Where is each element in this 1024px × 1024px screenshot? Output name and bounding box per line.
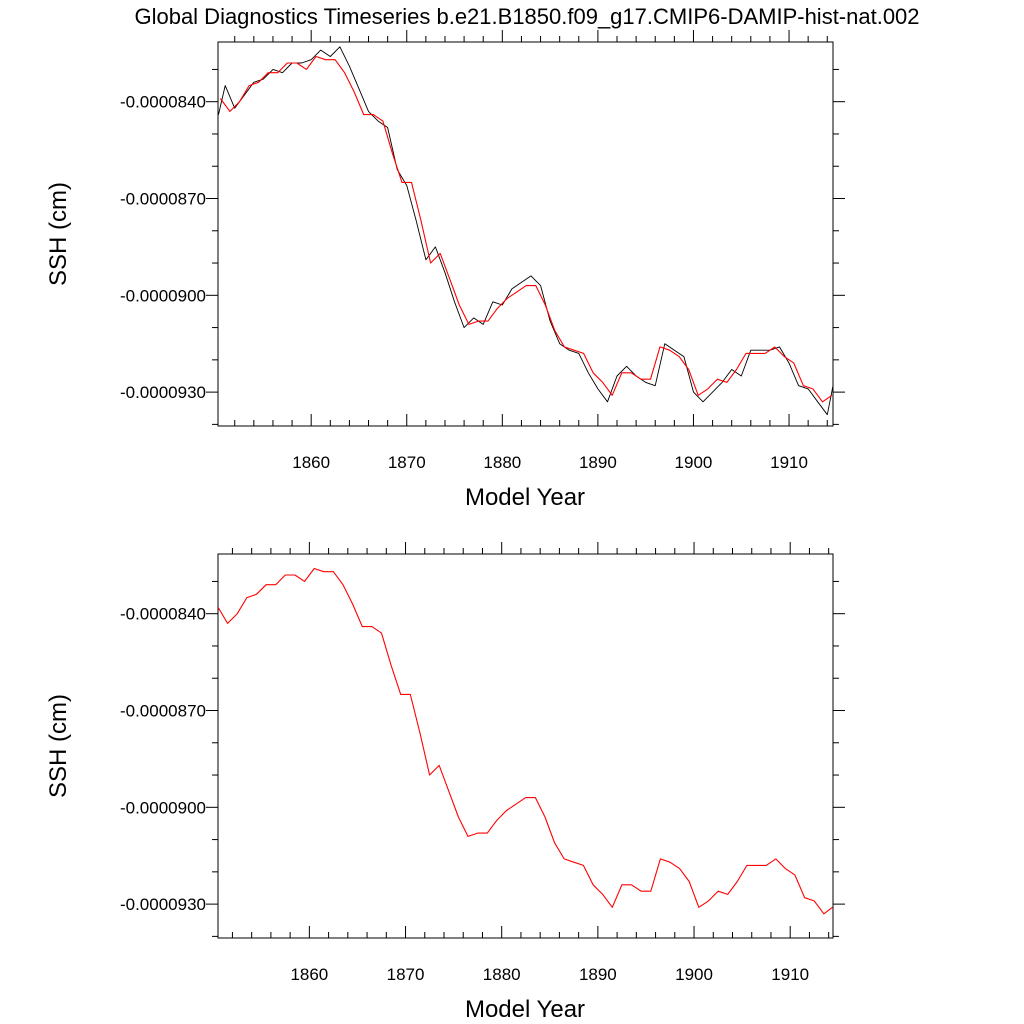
chart-title: Global Diagnostics Timeseries b.e21.B185…: [134, 4, 919, 29]
bottom-y-axis-label: SSH (cm): [45, 694, 72, 798]
bottom-panel: 1860 1870 1880 1890 1900 1910 -0.0000840 -0.000…: [45, 542, 845, 1023]
top-y-tick-label: -0.0000900: [120, 286, 206, 305]
bottom-y-tick-label: -0.0000900: [120, 798, 206, 817]
bottom-x-tick-label: 1880: [483, 965, 521, 984]
top-y-tick-label: -0.0000930: [120, 383, 206, 402]
top-monthly-series-line: [218, 46, 833, 416]
top-x-tick-label: 1890: [579, 453, 617, 472]
bottom-plot-area: 1860 1870 1880 1890 1900 1910 -0.0000840 -0.000…: [120, 542, 845, 984]
top-x-axis-label: Model Year: [465, 484, 585, 511]
bottom-y-tick-label: -0.0000930: [120, 895, 206, 914]
top-y-tick-label: -0.0000840: [120, 93, 206, 112]
top-y-axis-label: SSH (cm): [45, 182, 72, 286]
bottom-annual-series-line: [218, 567, 833, 915]
top-x-tick-label: 1900: [675, 453, 713, 472]
bottom-plot-frame: [217, 553, 834, 939]
bottom-x-tick-label: 1910: [771, 965, 809, 984]
bottom-y-tick-label: -0.0000870: [120, 702, 206, 721]
top-y-tick-label: -0.0000870: [120, 190, 206, 209]
top-x-tick-label: 1870: [388, 453, 426, 472]
bottom-x-tick-label: 1890: [579, 965, 617, 984]
top-x-tick-label: 1880: [483, 453, 521, 472]
top-panel: 1860 1870 1880 1890 1900 1910 -0.0000840 -0.000…: [45, 30, 845, 511]
bottom-x-tick-label: 1860: [290, 965, 328, 984]
top-x-tick-label: 1860: [292, 453, 330, 472]
bottom-y-tick-label: -0.0000840: [120, 605, 206, 624]
top-plot-frame: [217, 41, 834, 427]
bottom-x-tick-label: 1900: [675, 965, 713, 984]
top-annual-series-line: [219, 55, 833, 403]
bottom-x-axis-label: Model Year: [465, 996, 585, 1023]
bottom-x-tick-label: 1870: [387, 965, 425, 984]
top-plot-area: 1860 1870 1880 1890 1900 1910 -0.0000840 -0.000…: [120, 30, 845, 472]
top-x-tick-label: 1910: [770, 453, 808, 472]
